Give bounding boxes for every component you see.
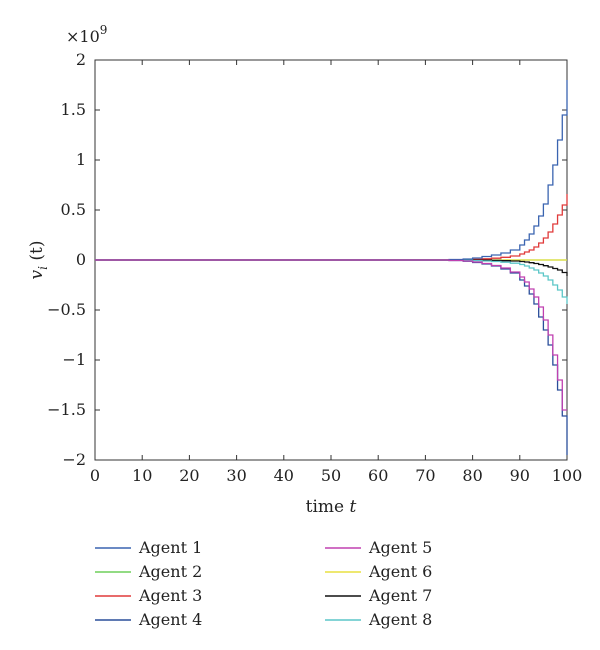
legend-label: Agent 1 <box>138 538 202 557</box>
plot-lines <box>95 80 568 455</box>
y-multiplier: ×109 <box>66 23 107 46</box>
x-tick-label: 60 <box>368 466 388 485</box>
x-tick-label: 100 <box>552 466 583 485</box>
x-ticks: 0 10 20 30 40 50 60 70 80 90 100 <box>90 60 582 485</box>
legend-label: Agent 7 <box>368 586 432 605</box>
x-tick-label: 10 <box>132 466 152 485</box>
y-tick-label: −1 <box>62 350 86 369</box>
x-tick-label: 80 <box>462 466 482 485</box>
y-tick-label: 0.5 <box>61 200 86 219</box>
legend-label: Agent 2 <box>138 562 202 581</box>
y-label-subscript: i <box>36 266 50 270</box>
legend-label: Agent 6 <box>368 562 432 581</box>
x-axis-label-text: time <box>306 497 350 517</box>
y-tick-label: −1.5 <box>47 400 86 419</box>
y-label-var: v <box>27 269 47 279</box>
x-tick-label: 90 <box>510 466 530 485</box>
x-tick-label: 0 <box>90 466 100 485</box>
x-axis-label-var: t <box>350 497 357 517</box>
series-line-agent-1 <box>95 80 568 261</box>
y-tick-label: 2 <box>76 50 86 69</box>
legend-label: Agent 3 <box>138 586 202 605</box>
x-tick-label: 50 <box>321 466 341 485</box>
legend-label: Agent 5 <box>368 538 432 557</box>
legend: Agent 1 Agent 2 Agent 3 Agent 4 Agent 5 Agent… <box>95 538 432 629</box>
x-tick-label: 30 <box>226 466 246 485</box>
x-tick-label: 40 <box>274 466 294 485</box>
y-axis-label: vi (t) <box>27 241 50 280</box>
y-tick-label: 1 <box>76 150 86 169</box>
y-tick-label: 1.5 <box>61 100 86 119</box>
y-tick-label: −2 <box>62 450 86 469</box>
y-ticks: −2 −1.5 −1 −0.5 0 0.5 1 1.5 2 <box>47 50 567 469</box>
x-axis-label: time t <box>306 497 357 517</box>
legend-label: Agent 4 <box>138 610 202 629</box>
legend-label: Agent 8 <box>368 610 432 629</box>
series-line-agent-5 <box>95 259 567 411</box>
x-tick-label: 70 <box>415 466 435 485</box>
y-tick-label: −0.5 <box>47 300 86 319</box>
y-label-arg: (t) <box>27 241 47 267</box>
x-tick-label: 20 <box>179 466 199 485</box>
y-tick-label: 0 <box>76 250 86 269</box>
